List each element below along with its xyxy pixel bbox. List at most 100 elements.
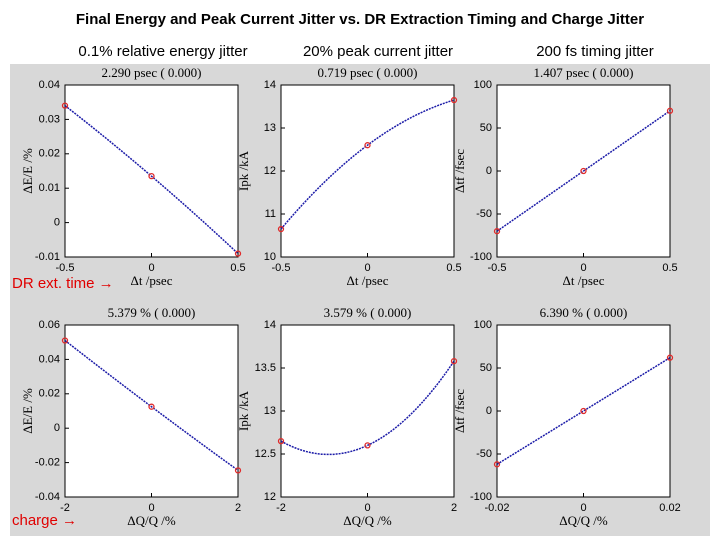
y-axis-label: Δtf /fsec xyxy=(452,149,467,193)
y-tick-label: 11 xyxy=(265,208,276,220)
data-point xyxy=(493,461,501,468)
fit-curve xyxy=(64,339,239,471)
fit-curve xyxy=(64,105,239,255)
data-point xyxy=(364,442,371,449)
y-tick-label: 50 xyxy=(480,122,492,134)
data-point xyxy=(493,228,501,235)
plot-area xyxy=(280,84,455,258)
data-point xyxy=(277,437,285,445)
x-tick-label: 2 xyxy=(235,502,241,514)
column-label: 200 fs timing jitter xyxy=(536,43,654,60)
y-tick-label: -100 xyxy=(470,491,492,503)
fit-curve xyxy=(496,357,671,465)
data-point xyxy=(61,102,69,109)
y-axis-label: Ipk /kA xyxy=(236,390,251,431)
plot-area xyxy=(64,84,239,258)
y-tick-label: 13.5 xyxy=(255,362,276,374)
data-point xyxy=(277,225,285,233)
row-label: DR ext. time → xyxy=(12,275,114,292)
y-tick-label: 0 xyxy=(486,165,492,177)
y-tick-label: 0.06 xyxy=(39,319,60,331)
data-point xyxy=(61,337,69,344)
data-point xyxy=(580,407,587,415)
y-tick-label: 12.5 xyxy=(255,448,276,460)
y-tick-label: -50 xyxy=(476,208,492,220)
fit-curve xyxy=(280,99,455,230)
data-point xyxy=(234,467,242,474)
data-point xyxy=(364,142,371,149)
chart-title: 1.407 psec ( 0.000) xyxy=(533,65,633,80)
column-label: 0.1% relative energy jitter xyxy=(78,43,247,60)
x-tick-label: 0 xyxy=(148,262,154,274)
y-axis-label: ΔE/E /% xyxy=(20,388,35,434)
x-axis-label: ΔQ/Q /% xyxy=(559,513,608,528)
chart-title: 2.290 psec ( 0.000) xyxy=(101,65,201,80)
y-tick-label: -0.02 xyxy=(35,457,60,469)
y-tick-label: 50 xyxy=(480,362,492,374)
x-axis-label: Δt /psec xyxy=(347,273,389,288)
data-point xyxy=(666,107,674,114)
y-tick-label: 0.01 xyxy=(39,182,60,194)
data-point xyxy=(450,357,458,365)
x-tick-label: 0.5 xyxy=(446,262,461,274)
row-label: charge → xyxy=(12,512,77,529)
data-point xyxy=(234,250,242,257)
x-tick-label: 2 xyxy=(451,502,457,514)
chart-title: 5.379 % ( 0.000) xyxy=(108,305,196,320)
x-tick-label: -2 xyxy=(276,502,286,514)
y-tick-label: -0.01 xyxy=(35,251,60,263)
x-tick-label: 0 xyxy=(580,502,586,514)
chart-title: 6.390 % ( 0.000) xyxy=(540,305,628,320)
data-point xyxy=(148,403,155,410)
y-tick-label: 0.02 xyxy=(39,388,60,400)
y-tick-label: 100 xyxy=(474,319,492,331)
x-axis-label: ΔQ/Q /% xyxy=(343,513,392,528)
chart-title: 0.719 psec ( 0.000) xyxy=(317,65,417,80)
plot-area xyxy=(64,324,239,498)
x-tick-label: -2 xyxy=(60,502,70,514)
x-axis-label: Δt /psec xyxy=(563,273,605,288)
x-tick-label: 0 xyxy=(364,262,370,274)
y-tick-label: -50 xyxy=(476,448,492,460)
y-tick-label: 0 xyxy=(486,405,492,417)
plot-area xyxy=(280,324,455,498)
y-tick-label: 10 xyxy=(264,251,276,263)
slide-title: Final Energy and Peak Current Jitter vs.… xyxy=(76,11,644,28)
x-axis-label: ΔQ/Q /% xyxy=(127,513,176,528)
data-point xyxy=(580,167,587,175)
x-tick-label: 0.5 xyxy=(662,262,677,274)
y-tick-label: 12 xyxy=(264,491,276,503)
y-tick-label: 0 xyxy=(54,422,60,434)
data-point xyxy=(666,354,674,361)
x-tick-label: 0.02 xyxy=(659,502,680,514)
y-tick-label: 100 xyxy=(474,79,492,91)
x-axis-label: Δt /psec xyxy=(131,273,173,288)
y-axis-label: Δtf /fsec xyxy=(452,389,467,433)
y-tick-label: 12 xyxy=(264,165,276,177)
y-tick-label: 14 xyxy=(264,79,276,91)
x-tick-label: -0.5 xyxy=(488,262,507,274)
fit-curve xyxy=(496,110,671,232)
plot-area xyxy=(496,324,671,498)
x-tick-label: 0.5 xyxy=(230,262,245,274)
y-tick-label: 0.04 xyxy=(39,353,60,365)
x-tick-label: -0.5 xyxy=(56,262,75,274)
fit-curve xyxy=(280,360,455,456)
y-axis-label: Ipk /kA xyxy=(236,150,251,191)
y-axis-label: ΔE/E /% xyxy=(20,148,35,194)
y-tick-label: -0.04 xyxy=(35,491,60,503)
y-tick-label: -100 xyxy=(470,251,492,263)
x-tick-label: 0 xyxy=(580,262,586,274)
data-point xyxy=(148,173,155,180)
y-tick-label: 0.04 xyxy=(39,79,60,91)
y-tick-label: 13 xyxy=(264,405,276,417)
y-tick-label: 13 xyxy=(264,122,276,134)
y-tick-label: 14 xyxy=(264,319,276,331)
column-label: 20% peak current jitter xyxy=(303,43,453,60)
y-tick-label: 0.02 xyxy=(39,148,60,160)
y-tick-label: 0 xyxy=(54,217,60,229)
chart-title: 3.579 % ( 0.000) xyxy=(324,305,412,320)
data-point xyxy=(450,96,458,104)
